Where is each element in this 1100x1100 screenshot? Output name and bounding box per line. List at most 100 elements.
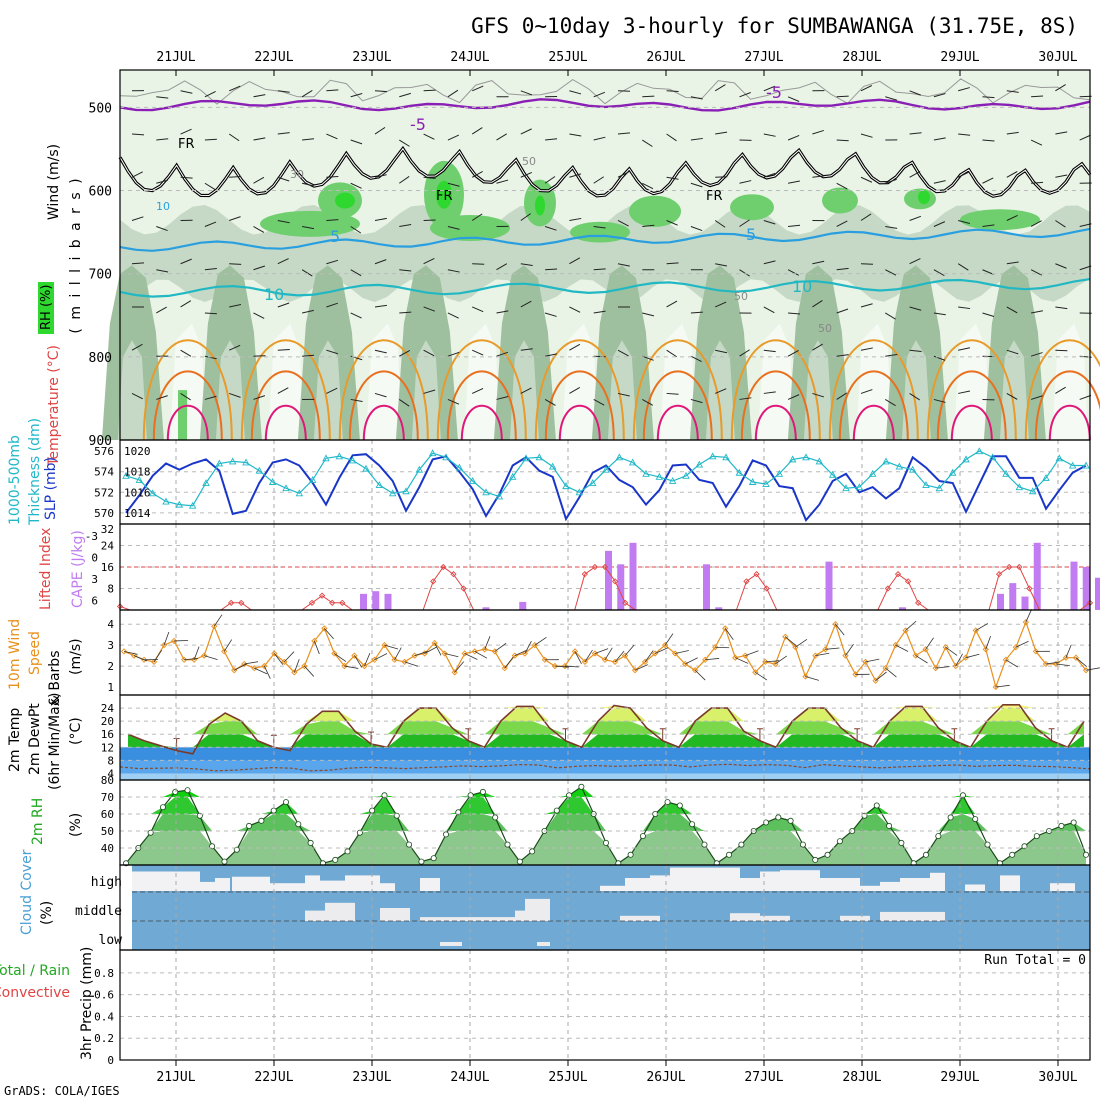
wind-tick: 4 (107, 618, 114, 631)
cloud-mid-block (730, 913, 760, 921)
wind-barb (544, 176, 556, 184)
rh-2m-marker (492, 814, 499, 821)
wind-barb (690, 182, 703, 188)
wind-barb-10m (935, 666, 950, 669)
wind-barb (471, 127, 483, 135)
cape-bar (703, 564, 710, 610)
rh-green-patch (430, 214, 510, 241)
wind-barb (958, 347, 971, 351)
wind-barb (714, 84, 726, 92)
wind-barb-10m (494, 642, 507, 652)
wind-barb (982, 269, 994, 275)
rh-fill-60 (126, 797, 1086, 814)
wind-barb-10m (995, 684, 1010, 688)
wind-barb-10m (675, 650, 689, 654)
wind-barb (1006, 349, 1019, 355)
wind-barb-10m (1015, 640, 1029, 648)
wind-barb (253, 94, 266, 98)
temp-band-blue3 (120, 773, 1090, 780)
temp-contour-20 (152, 370, 223, 441)
wind-barb (1030, 395, 1043, 400)
wind-barb (860, 389, 873, 394)
rh-tick: 60 (101, 808, 114, 821)
wind-barb-10m (584, 649, 593, 663)
wind-barb (885, 399, 896, 407)
wind-barb (909, 90, 921, 96)
rh-2m-marker (664, 799, 671, 806)
rh-2m-marker (775, 814, 782, 821)
wind-speed-marker (431, 639, 438, 647)
wind-barb (496, 310, 509, 314)
axis-labels: 5006007008009005765745725701020101810161… (75, 50, 1078, 1085)
wind-barb-10m (204, 655, 218, 661)
wind-barb (739, 92, 751, 98)
thickness-marker (495, 492, 504, 500)
wind-speed-marker (631, 667, 639, 674)
wind-barb (933, 221, 946, 227)
wind-barb-10m (624, 644, 635, 656)
wind-speed-marker (902, 627, 909, 634)
wind-barb-10m (945, 646, 958, 656)
thickness-marker (442, 453, 450, 461)
rh-fill-30 (126, 831, 1086, 865)
wind-barb (933, 93, 946, 98)
wind-barb (593, 91, 606, 98)
precip-label-convective: Convective (0, 985, 70, 1001)
wind-speed-marker (1082, 667, 1090, 674)
slp-ylabel-b: Thickness (dm) (27, 418, 43, 526)
wind-barb (642, 224, 655, 227)
rh-fill-70 (126, 786, 1086, 797)
rh-2m-marker (159, 804, 166, 811)
wind-barb (277, 387, 289, 394)
wind-barb (180, 349, 192, 357)
cloud-high-block (320, 880, 345, 891)
wind-speed-marker (191, 656, 198, 663)
cloud-high-block (215, 878, 230, 891)
rh-2m-marker (1033, 833, 1040, 840)
wind-barb (763, 133, 776, 137)
cloud-background (132, 865, 1090, 950)
wind-barb-10m (163, 631, 170, 646)
wind-barb (909, 349, 922, 352)
wind-barb (447, 312, 459, 319)
wind-barb (714, 220, 726, 228)
cape-bar (617, 564, 625, 610)
wind-barb (787, 349, 799, 357)
wind-speed-marker (351, 652, 358, 659)
wind-barb (690, 398, 703, 404)
precip-tick: 0 (107, 1054, 114, 1067)
wind-barb (520, 300, 532, 308)
lifted-index-marker (894, 571, 902, 578)
wind-barb (204, 90, 216, 98)
cloud-high-block (780, 870, 820, 891)
run-total: Run Total = 0 (984, 953, 1086, 968)
wind-speed-marker (742, 652, 749, 659)
wind-barb (593, 310, 606, 314)
wind-barb (787, 394, 800, 400)
cloud-mid-block (325, 902, 355, 921)
wind-barb-10m (404, 661, 419, 667)
date-label-top: 30JUL (1038, 50, 1077, 65)
thickness-marker (522, 454, 530, 462)
cloud-level-label: middle (75, 904, 122, 919)
wind-barb-10m (153, 649, 163, 663)
wind-speed-marker (722, 625, 729, 632)
wind-barb (860, 303, 873, 308)
upper-ytick: 500 (89, 101, 112, 116)
rh-2m-marker (282, 799, 289, 806)
thickness-marker (868, 469, 877, 477)
wind-barb (277, 258, 289, 265)
wind-barb-10m (213, 614, 223, 627)
wind-speed-marker (411, 652, 418, 659)
wind-barb (666, 133, 677, 142)
cloud-high-block (232, 876, 270, 891)
precip-frame (119, 949, 1091, 1061)
cloud-high-block (760, 871, 780, 891)
precip-tick: 0.6 (94, 989, 114, 1002)
wind-barb (787, 96, 800, 102)
wind-barb (471, 213, 483, 221)
wind-barb-10m (654, 647, 669, 654)
wind-barb (374, 349, 387, 354)
wind-barb-10m (985, 636, 991, 650)
wind-barb (666, 176, 679, 180)
